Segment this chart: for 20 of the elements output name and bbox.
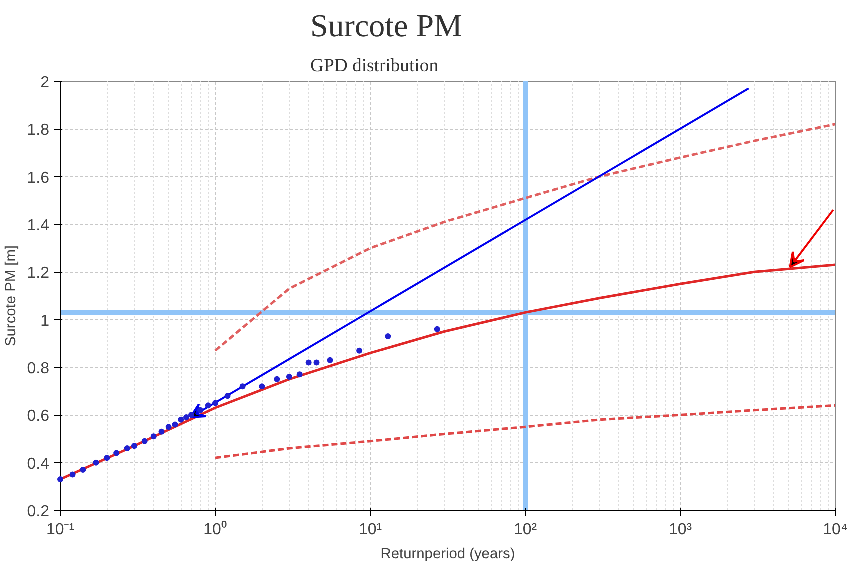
y-tick-label: 1.6 xyxy=(27,170,50,187)
y-tick-label: 0.2 xyxy=(27,504,50,520)
x-tick-label: 10⁰ xyxy=(204,520,228,538)
x-tick-label: 10⁴ xyxy=(823,522,848,538)
y-tick-label: 1.2 xyxy=(27,265,50,282)
x-tick-label: 10⁻¹ xyxy=(46,522,75,538)
x-tick-label: 10³ xyxy=(668,522,693,538)
chart-subtitle: GPD distribution xyxy=(310,56,440,76)
y-tick-label: 0.6 xyxy=(27,408,50,426)
x-tick-label: 10¹ xyxy=(358,522,382,538)
y-tick-label: 0.8 xyxy=(27,360,50,378)
x-tick-label: 10² xyxy=(514,522,538,538)
x-axis-title: Returnperiod (years) xyxy=(380,546,516,562)
y-tick-label: 0.4 xyxy=(27,456,50,473)
chart-title: Surcote PM xyxy=(310,8,462,44)
y-tick-label: 1.8 xyxy=(27,122,50,140)
y-tick-label: 2 xyxy=(40,74,50,92)
y-axis-title: Surcote PM [m] xyxy=(3,245,20,346)
y-tick-label: 1 xyxy=(40,312,50,330)
y-tick-label: 1.4 xyxy=(27,218,50,234)
